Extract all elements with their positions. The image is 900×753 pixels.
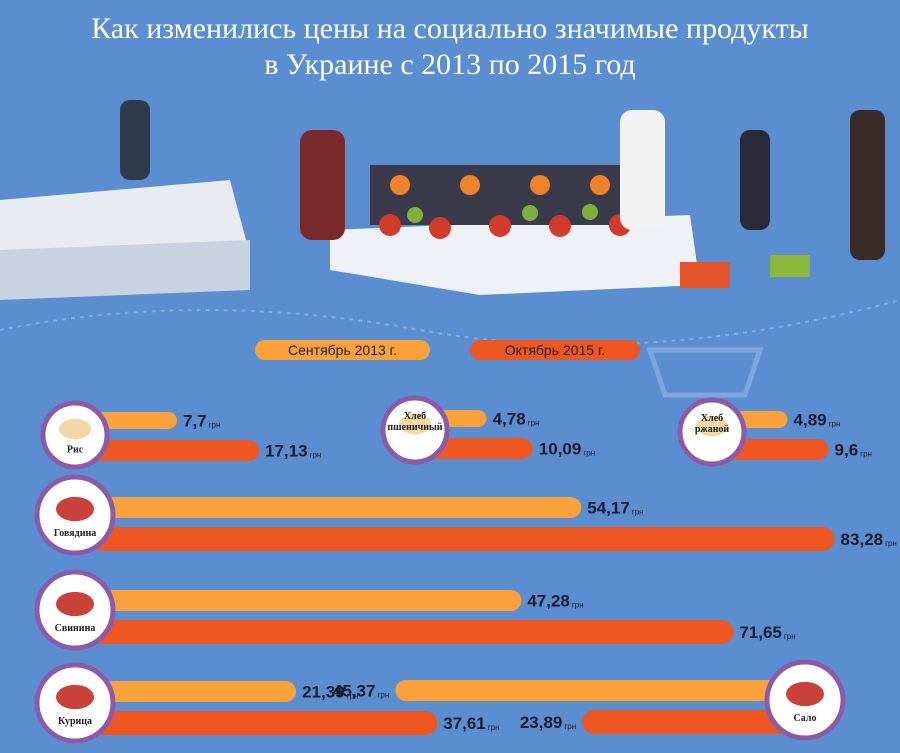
- product-name: Рис: [67, 445, 84, 456]
- unit-label: грн: [860, 450, 872, 459]
- price-bar: [90, 497, 582, 518]
- unit-label: грн: [829, 420, 841, 429]
- value-label: 4,78: [493, 410, 526, 429]
- value-label: 4,89: [794, 411, 827, 430]
- value-label: 71,65: [739, 623, 782, 642]
- legend-label: Октябрь 2015 г.: [505, 342, 605, 358]
- value-label: 10,09: [539, 440, 582, 459]
- unit-label: грн: [885, 539, 897, 548]
- product-name: Курица: [58, 716, 92, 727]
- unit-label: грн: [310, 451, 322, 460]
- unit-label: грн: [488, 723, 500, 732]
- product-name: Говядина: [54, 528, 97, 539]
- unit-label: грн: [583, 449, 595, 458]
- legend-swatch: [255, 340, 430, 360]
- unit-label: грн: [209, 421, 221, 430]
- product-picture: [56, 496, 94, 522]
- unit-label: грн: [784, 632, 796, 641]
- value-label: 83,28: [841, 530, 884, 549]
- unit-label: грн: [528, 419, 540, 428]
- price-bar: [90, 440, 260, 461]
- unit-label: грн: [347, 692, 359, 701]
- product-picture: [696, 415, 728, 437]
- value-label: 37,61: [443, 714, 486, 733]
- value-label: 45,37: [333, 682, 376, 701]
- product-name: Хлеб: [404, 411, 426, 422]
- value-label: 7,7: [183, 412, 207, 431]
- unit-label: грн: [572, 601, 584, 610]
- price-bar: [90, 711, 438, 735]
- product-name: Свинина: [55, 623, 96, 634]
- price-bar: [395, 680, 810, 701]
- value-label: 9,6: [835, 441, 859, 460]
- value-label: 17,13: [265, 442, 308, 461]
- value-label: 54,17: [587, 499, 630, 518]
- product-picture: [56, 684, 94, 710]
- unit-label: грн: [377, 691, 389, 700]
- price-bar: [725, 439, 829, 460]
- product-picture: [59, 418, 91, 440]
- product-picture: [786, 681, 824, 707]
- title-line: Как изменились цены на социально значимы…: [91, 12, 809, 45]
- product-name: Хлеб: [701, 413, 723, 424]
- store-illustration: [0, 100, 900, 398]
- unit-label: грн: [632, 508, 644, 517]
- product-name: Сало: [794, 713, 817, 724]
- product-name: пшеничный: [387, 422, 442, 433]
- value-label: 21,39: [302, 683, 345, 702]
- price-bar: [90, 527, 835, 551]
- price-bar: [90, 681, 297, 702]
- product-name: ржаной: [695, 424, 730, 435]
- price-bar: [90, 412, 177, 429]
- price-bar: [90, 620, 734, 644]
- price-bar: [582, 710, 810, 734]
- unit-label: грн: [564, 722, 576, 731]
- product-picture: [399, 413, 431, 435]
- legend-label: Сентябрь 2013 г.: [288, 342, 397, 358]
- product-picture: [56, 591, 94, 617]
- legend-swatch: [470, 340, 640, 360]
- value-label: 47,28: [527, 592, 570, 611]
- title-line: в Украине с 2013 по 2015 год: [264, 48, 635, 81]
- price-bar: [90, 590, 522, 611]
- value-label: 23,89: [520, 713, 563, 732]
- price-bar: [425, 438, 533, 459]
